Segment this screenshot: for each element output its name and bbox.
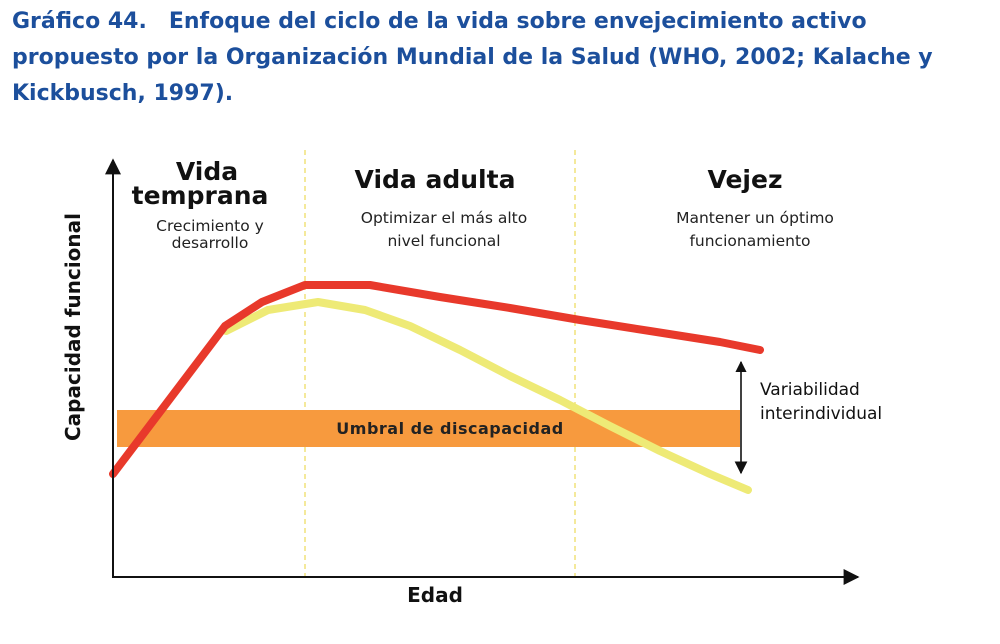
phase-early-subtitle-line-2: desarrollo xyxy=(172,234,249,252)
y-axis-label: Capacidad funcional xyxy=(61,213,85,441)
disability-threshold-label: Umbral de discapacidad xyxy=(336,419,563,438)
phase-old-age-subtitle-line-1: Mantener un óptimo xyxy=(676,209,834,227)
x-axis-label: Edad xyxy=(407,583,463,607)
phase-early-subtitle-line-1: Crecimiento y xyxy=(156,217,264,235)
phase-early-title-line-2: temprana xyxy=(132,181,269,210)
variability-label-line-2: interindividual xyxy=(760,404,882,424)
figure-title-text: Enfoque del ciclo de la vida sobre envej… xyxy=(12,9,933,106)
upper-capacity-curve xyxy=(109,281,764,478)
phase-old-age-title: Vejez xyxy=(707,165,782,194)
phase-adult-title: Vida adulta xyxy=(355,165,516,194)
lower-capacity-curve xyxy=(222,298,752,494)
phase-old-age-subtitle-line-2: funcionamiento xyxy=(689,232,810,250)
variability-label-line-1: Variabilidad xyxy=(760,380,860,400)
figure-number: Gráfico 44. xyxy=(12,9,147,34)
figure-title: Gráfico 44. Enfoque del ciclo de la vida … xyxy=(12,4,987,112)
phase-adult-subtitle-line-2: nivel funcional xyxy=(387,232,500,250)
phase-adult-subtitle-line-1: Optimizar el más alto xyxy=(361,209,528,227)
phase-early-title-line-1: Vida xyxy=(176,157,238,186)
